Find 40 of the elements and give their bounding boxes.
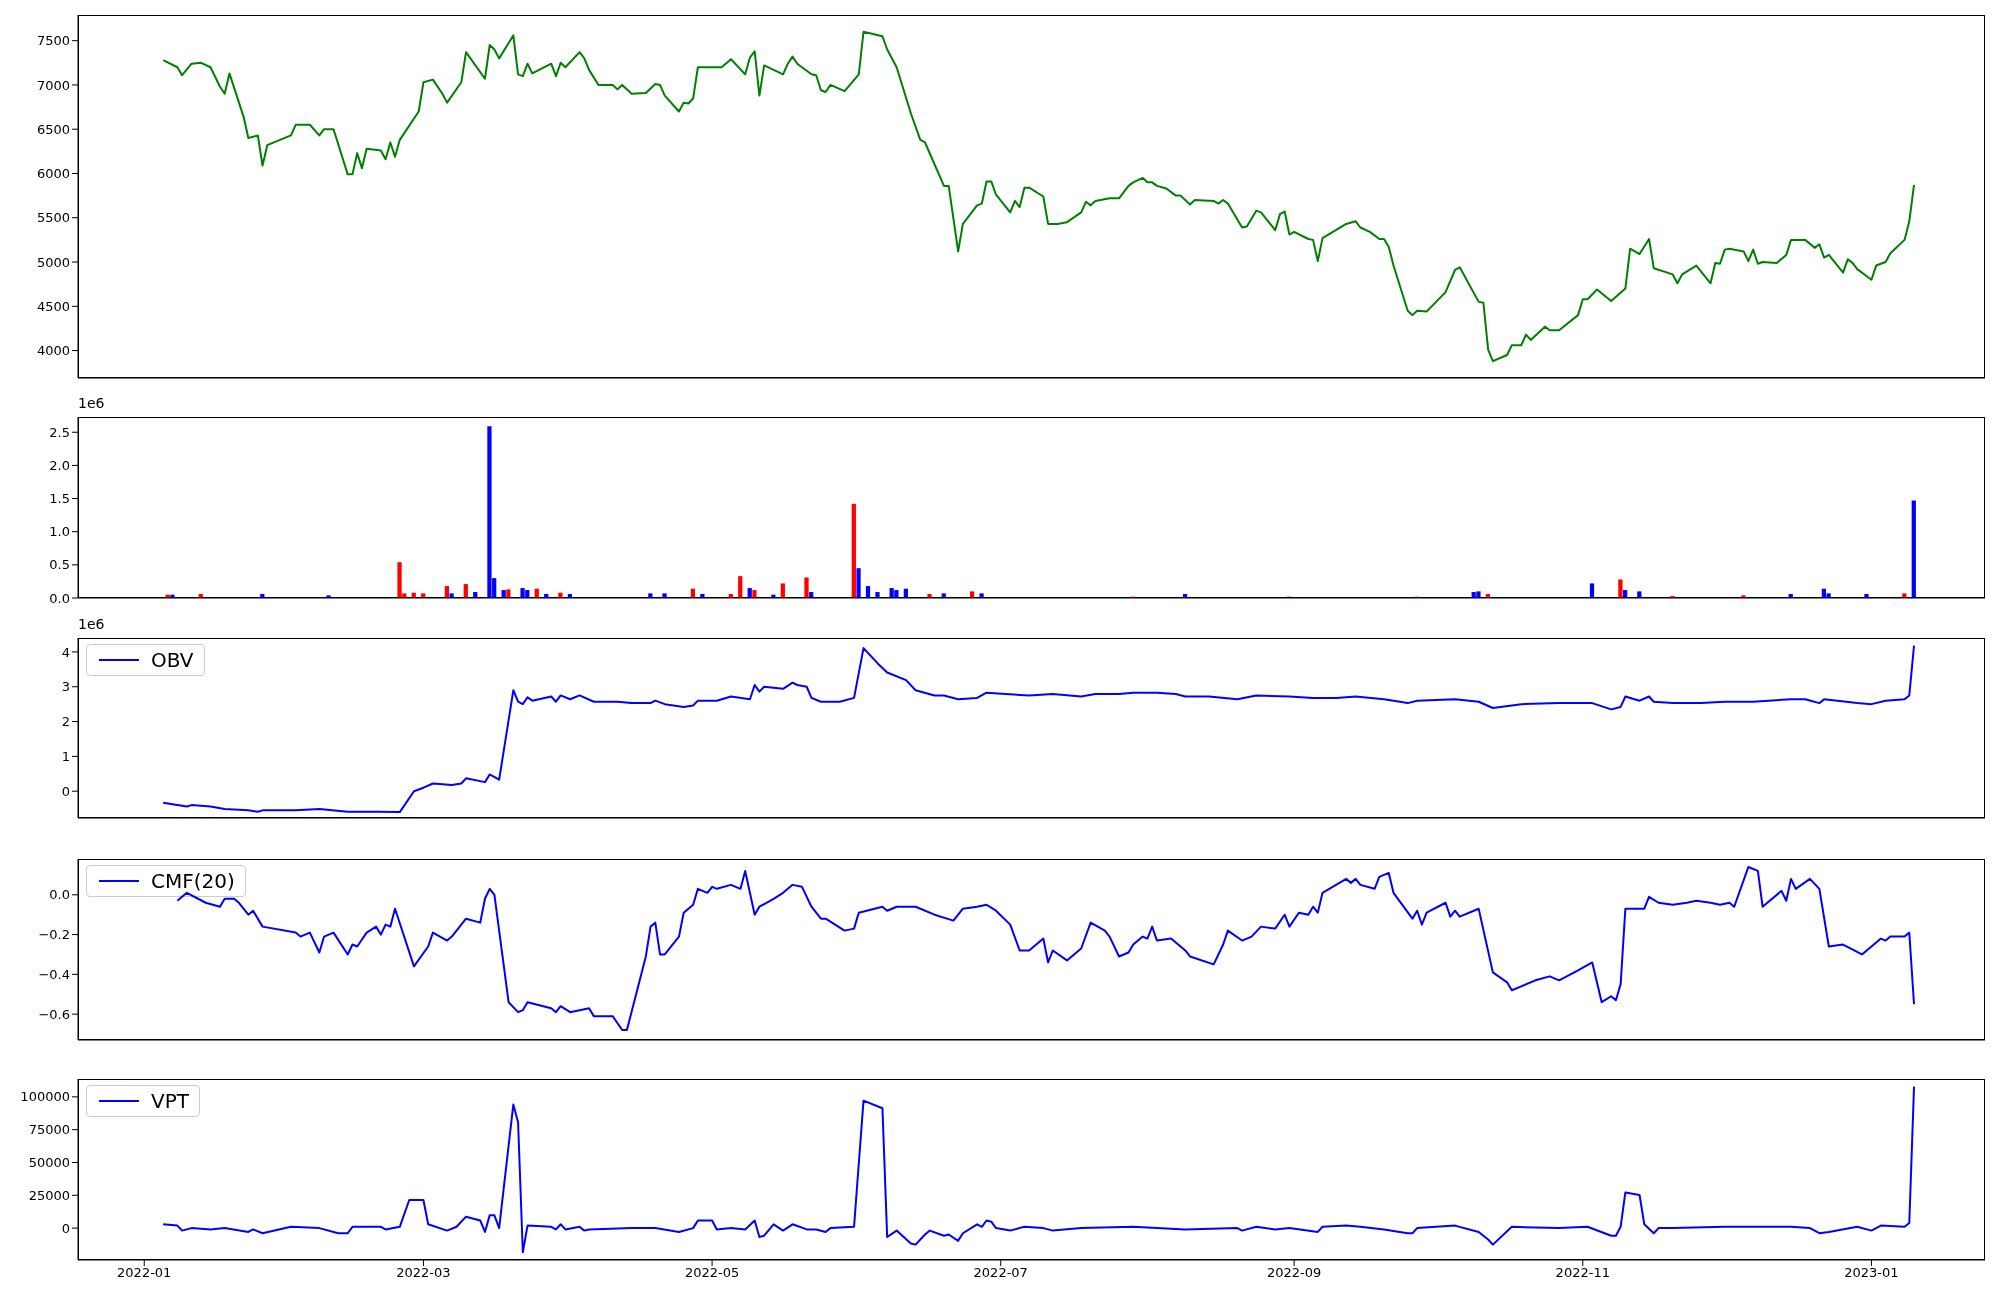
y-tick-label: 1.5	[49, 491, 70, 507]
y-tick-label: 25000	[28, 1187, 70, 1203]
legend-label: OBV	[151, 648, 194, 672]
text: 1e6	[78, 616, 105, 632]
x-tick-label: 2023-01	[1844, 1265, 1899, 1281]
y-tick-label: 5000	[36, 254, 70, 270]
x-tick-label: 2022-09	[1266, 1265, 1322, 1281]
y-tick-label: −0.6	[38, 1006, 70, 1022]
y-tick-label: 3	[61, 679, 70, 695]
y-tick-label: 2.5	[49, 424, 70, 440]
y-tick-label: 0.5	[49, 557, 70, 573]
legend-label: VPT	[151, 1089, 189, 1113]
x-tick-label: 2022-01	[117, 1265, 172, 1281]
x-tick-label: 2022-11	[1555, 1265, 1610, 1281]
legend-label: CMF(20)	[151, 869, 235, 893]
y-tick-label: 7000	[36, 77, 70, 93]
y-tick-label: 4500	[36, 298, 70, 314]
y-tick-label: 6000	[36, 166, 70, 182]
y-tick-label: 0.0	[49, 887, 70, 903]
y-tick-label: 0	[61, 1220, 70, 1236]
y-tick-label: 2.0	[49, 458, 70, 474]
x-tick-label: 2022-03	[396, 1265, 451, 1281]
y-tick-label: 75000	[28, 1122, 70, 1138]
text: 1e6	[78, 395, 105, 411]
y-tick-label: −0.2	[38, 927, 70, 943]
y-tick-label: 7500	[36, 33, 70, 49]
y-tick-label: 6500	[36, 121, 70, 137]
y-tick-label: 2	[61, 714, 70, 730]
y-tick-label: 0.0	[49, 590, 70, 606]
y-tick-label: 1.0	[49, 524, 70, 540]
y-tick-label: 0	[61, 783, 70, 799]
y-tick-label: 1	[61, 748, 70, 764]
y-tick-label: 50000	[28, 1155, 70, 1171]
y-tick-label: −0.4	[38, 966, 70, 982]
x-tick-label: 2022-05	[684, 1265, 740, 1281]
y-tick-label: 5500	[36, 210, 70, 226]
x-tick-label: 2022-07	[973, 1265, 1028, 1281]
y-tick-label: 4	[61, 644, 70, 660]
y-tick-label: 100000	[20, 1089, 70, 1105]
y-tick-label: 4000	[36, 343, 70, 359]
